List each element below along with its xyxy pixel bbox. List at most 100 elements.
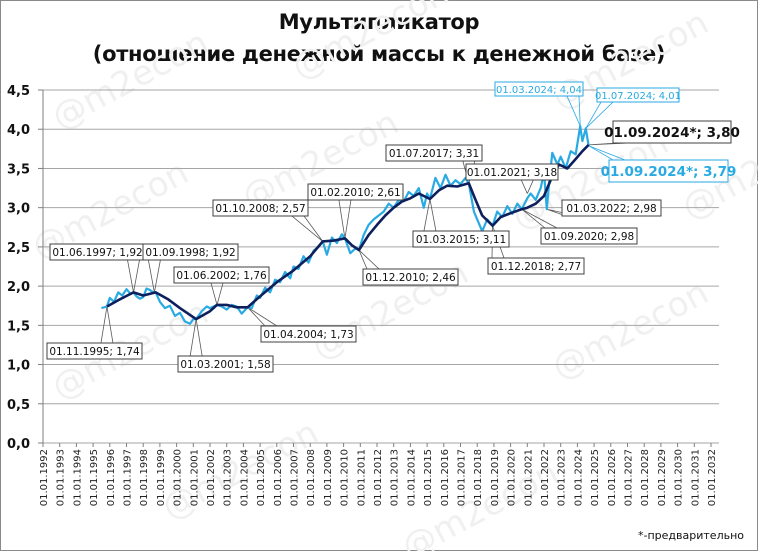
annotation-box <box>212 199 309 217</box>
x-tick-label: 01.01.2005 <box>256 449 267 506</box>
annotation-box <box>260 325 357 343</box>
annotation-label: 01.09.2024*; 3,80 <box>604 125 740 141</box>
annotation-label: 01.03.2024; 4,04 <box>496 85 582 96</box>
annotation-box <box>561 199 662 217</box>
y-tick-label: 4,0 <box>7 123 30 138</box>
x-tick-label: 01.01.2010 <box>340 449 351 506</box>
y-tick-label: 3,0 <box>7 202 30 217</box>
annotation-box <box>608 159 729 183</box>
annotation-box <box>385 144 483 162</box>
annotation-label: 01.12.2018; 2,77 <box>491 261 581 273</box>
annotation-box <box>46 342 143 360</box>
smoothed-series-line <box>106 143 590 321</box>
y-tick-label: 0,0 <box>7 437 30 452</box>
annotation-box <box>494 81 584 97</box>
x-tick-label: 01.01.2012 <box>373 449 384 506</box>
annotation-box <box>612 120 732 144</box>
chart-subtitle: (отношение денежной массы к денежной баз… <box>92 42 666 66</box>
x-tick-label: 01.01.2027 <box>624 449 635 506</box>
annotation-labels: 01.11.1995; 1,74 01.06.1997; 1,92 01.09.19… <box>46 81 740 373</box>
y-tick-label: 0,5 <box>7 398 30 413</box>
x-tick-label: 01.01.1995 <box>89 449 100 506</box>
x-tick-label: 01.01.2013 <box>390 449 401 506</box>
annotation-label: 01.04.2004; 1,73 <box>263 329 353 341</box>
annotation-label: 01.06.2002; 1,76 <box>176 270 267 282</box>
x-tick-label: 01.01.2022 <box>540 449 551 506</box>
x-tick-label: 01.01.2018 <box>473 449 484 506</box>
annotation-box <box>465 163 559 181</box>
annotation-label: 01.03.2001; 1,58 <box>180 359 270 371</box>
annotation-box <box>173 266 270 284</box>
annotation-box <box>177 355 274 373</box>
x-tick-label: 01.01.2006 <box>273 449 284 506</box>
x-tick-label: 01.01.2029 <box>657 449 668 506</box>
annotation-box <box>540 227 638 245</box>
annotation-label: 01.02.2010; 2,61 <box>310 187 400 199</box>
x-tick-label: 01.01.2009 <box>323 449 334 506</box>
x-tick-label: 01.01.2001 <box>189 449 200 506</box>
x-tick-label: 01.01.2000 <box>173 449 184 506</box>
x-tick-label: 01.01.2007 <box>290 449 301 506</box>
x-tick-label: 01.01.2003 <box>223 449 234 506</box>
watermark-text: @m2econ <box>545 272 715 387</box>
annotation-box <box>142 243 239 261</box>
annotation-label: 01.09.2024*; 3,79 <box>601 164 737 180</box>
x-tick-label: 01.01.2011 <box>356 449 367 506</box>
x-tick-label: 01.01.2026 <box>607 449 618 506</box>
chart-title: Мультипликатор <box>278 10 480 34</box>
annotation-label: 01.10.2008; 2,57 <box>215 203 305 215</box>
x-tick-label: 01.01.1996 <box>106 449 117 506</box>
x-tick-label: 01.01.2017 <box>457 449 468 506</box>
x-tick-label: 01.01.1998 <box>139 449 150 506</box>
x-axis: 01.01.1992 01.01.1993 01.01.1994 01.01.1995… <box>39 443 718 506</box>
watermark-text: @m2econ <box>45 22 215 137</box>
annotation-label: 01.06.1997; 1,92 <box>52 247 142 259</box>
x-tick-label: 01.01.2032 <box>707 449 718 506</box>
annotation-box <box>412 230 510 248</box>
annotation-box <box>596 87 680 103</box>
footnote-preliminary: *-предварительно <box>638 529 744 542</box>
x-tick-label: 01.01.2019 <box>490 449 501 506</box>
x-tick-label: 01.01.1992 <box>39 449 50 506</box>
annotation-box <box>487 257 585 275</box>
x-tick-label: 01.01.1999 <box>156 449 167 506</box>
x-tick-label: 01.01.2008 <box>306 449 317 506</box>
annotation-label: 01.11.1995; 1,74 <box>49 346 140 358</box>
annotation-label: 01.07.2024; 4,01 <box>595 91 681 102</box>
x-tick-label: 01.01.2028 <box>640 449 651 506</box>
x-tick-label: 01.01.2014 <box>406 449 417 506</box>
x-tick-label: 01.01.1993 <box>56 449 67 506</box>
x-tick-label: 01.01.2004 <box>239 449 250 506</box>
y-axis: 0,0 0,5 1,0 1,5 2,0 2,5 3,0 3,5 4,0 4,5 <box>7 84 44 452</box>
watermark-text: @m2econ <box>285 0 455 88</box>
y-tick-label: 4,5 <box>7 84 30 99</box>
x-tick-label: 01.01.2030 <box>674 449 685 506</box>
annotation-label: 01.09.2020; 2,98 <box>544 231 634 243</box>
x-tick-label: 01.01.2020 <box>507 449 518 506</box>
x-tick-label: 01.01.2016 <box>440 449 451 506</box>
x-tick-label: 01.01.2023 <box>557 449 568 506</box>
annotation-label: 01.12.2010; 2,46 <box>365 272 456 284</box>
y-tick-label: 3,5 <box>7 162 30 177</box>
x-tick-label: 01.01.2025 <box>590 449 601 506</box>
annotation-label: 01.07.2017; 3,31 <box>389 148 479 160</box>
annotation-label: 01.09.1998; 1,92 <box>145 247 235 259</box>
annotation-box <box>362 268 459 286</box>
y-tick-label: 1,5 <box>7 319 30 334</box>
x-tick-label: 01.01.2024 <box>573 449 584 506</box>
x-tick-label: 01.01.2015 <box>423 449 434 506</box>
x-tick-label: 01.01.1997 <box>123 449 134 506</box>
monthly-series-line <box>101 124 590 325</box>
annotation-label: 01.01.2021; 3,18 <box>467 167 557 179</box>
x-tick-label: 01.01.1994 <box>72 449 83 506</box>
y-tick-label: 2,0 <box>7 280 30 295</box>
annotation-box <box>307 183 404 201</box>
x-tick-label: 01.01.2031 <box>690 449 701 506</box>
y-tick-label: 1,0 <box>7 359 30 374</box>
annotation-label: 01.03.2015; 3,11 <box>416 234 506 246</box>
x-tick-label: 01.01.2021 <box>523 449 534 506</box>
y-tick-label: 2,5 <box>7 241 30 256</box>
x-tick-label: 01.01.2002 <box>206 449 217 506</box>
annotation-label: 01.03.2022; 2,98 <box>566 203 656 215</box>
